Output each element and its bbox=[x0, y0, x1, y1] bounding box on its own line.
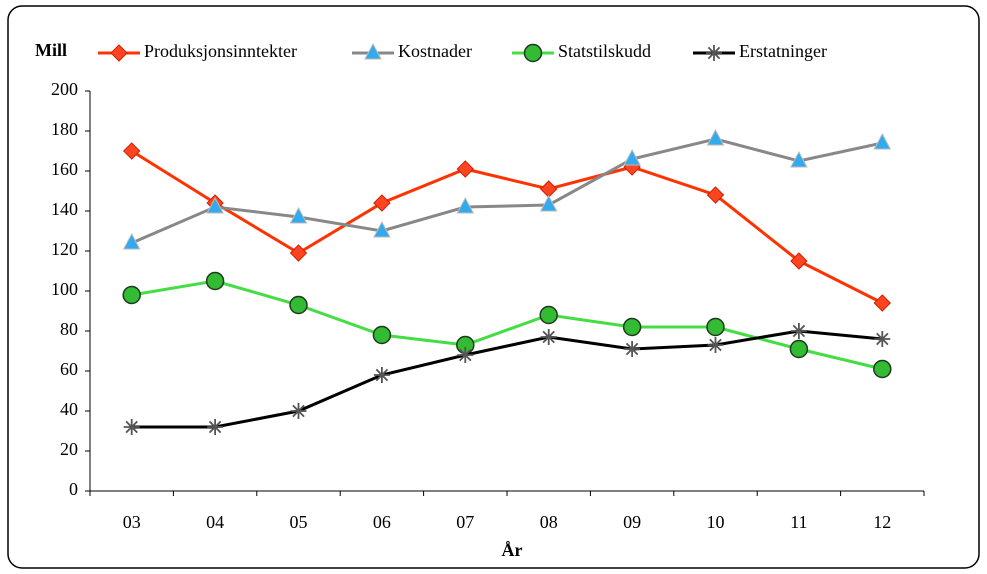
data-point bbox=[457, 347, 474, 363]
y-axis-label: Mill bbox=[35, 40, 67, 60]
series-line bbox=[131, 329, 883, 429]
data-point bbox=[790, 252, 808, 270]
y-tick-label: 60 bbox=[60, 359, 78, 379]
y-tick-label: 100 bbox=[51, 279, 78, 299]
x-tick-label: 08 bbox=[540, 512, 558, 532]
y-tick-label: 120 bbox=[51, 239, 78, 259]
series-line bbox=[130, 149, 883, 305]
x-tick-label: 09 bbox=[623, 512, 641, 532]
data-point bbox=[123, 419, 140, 435]
data-point bbox=[873, 294, 892, 312]
legend-marker bbox=[523, 43, 543, 63]
data-point bbox=[539, 305, 558, 325]
data-point bbox=[373, 220, 391, 238]
data-point bbox=[122, 142, 141, 160]
legend-marker bbox=[110, 44, 128, 62]
data-point bbox=[790, 150, 808, 168]
y-tick-label: 200 bbox=[51, 79, 78, 99]
legend-marker bbox=[706, 45, 722, 61]
data-point bbox=[540, 329, 557, 345]
data-point bbox=[122, 232, 141, 250]
data-point bbox=[289, 206, 308, 224]
legend-label: Statstilskudd bbox=[558, 41, 651, 61]
data-point bbox=[456, 196, 475, 214]
data-point bbox=[789, 339, 809, 359]
y-tick-label: 40 bbox=[60, 399, 78, 419]
y-tick-label: 160 bbox=[51, 159, 78, 179]
x-tick-label: 04 bbox=[206, 512, 224, 532]
data-point bbox=[289, 244, 308, 262]
data-point bbox=[373, 367, 390, 383]
data-point bbox=[622, 317, 642, 337]
data-point bbox=[122, 285, 141, 305]
data-point bbox=[706, 317, 725, 337]
data-point bbox=[373, 194, 391, 212]
x-tick-label: 03 bbox=[123, 512, 141, 532]
data-point bbox=[707, 337, 724, 353]
x-tick-label: 06 bbox=[373, 512, 391, 532]
legend-marker bbox=[364, 42, 382, 60]
x-tick-label: 10 bbox=[707, 512, 725, 532]
data-point bbox=[623, 148, 641, 166]
chart-frame bbox=[7, 5, 980, 569]
data-point bbox=[206, 196, 224, 214]
x-axis-label: År bbox=[502, 540, 523, 560]
legend-label: Produksjonsinntekter bbox=[144, 41, 297, 61]
data-point bbox=[290, 403, 307, 419]
x-tick-label: 12 bbox=[873, 512, 891, 532]
y-tick-label: 20 bbox=[60, 439, 78, 459]
data-point bbox=[624, 341, 641, 357]
x-tick-label: 11 bbox=[790, 512, 807, 532]
data-point bbox=[873, 359, 892, 379]
data-point bbox=[539, 194, 558, 212]
y-tick-label: 140 bbox=[51, 199, 78, 219]
x-tick-label: 05 bbox=[290, 512, 308, 532]
data-point bbox=[706, 186, 725, 204]
data-point bbox=[205, 271, 225, 291]
legend-label: Kostnader bbox=[398, 41, 472, 61]
y-tick-label: 180 bbox=[51, 119, 78, 139]
data-point bbox=[456, 160, 475, 178]
x-tick-label: 07 bbox=[456, 512, 474, 532]
data-point bbox=[790, 323, 807, 339]
data-point bbox=[874, 331, 891, 347]
data-point bbox=[372, 325, 392, 345]
data-point bbox=[207, 419, 224, 435]
data-point bbox=[289, 295, 308, 315]
data-point bbox=[706, 128, 725, 146]
series-line bbox=[131, 137, 883, 245]
legend-label: Erstatninger bbox=[739, 41, 827, 61]
data-point bbox=[873, 132, 892, 150]
y-tick-label: 80 bbox=[60, 319, 78, 339]
y-tick-label: 0 bbox=[69, 479, 78, 499]
